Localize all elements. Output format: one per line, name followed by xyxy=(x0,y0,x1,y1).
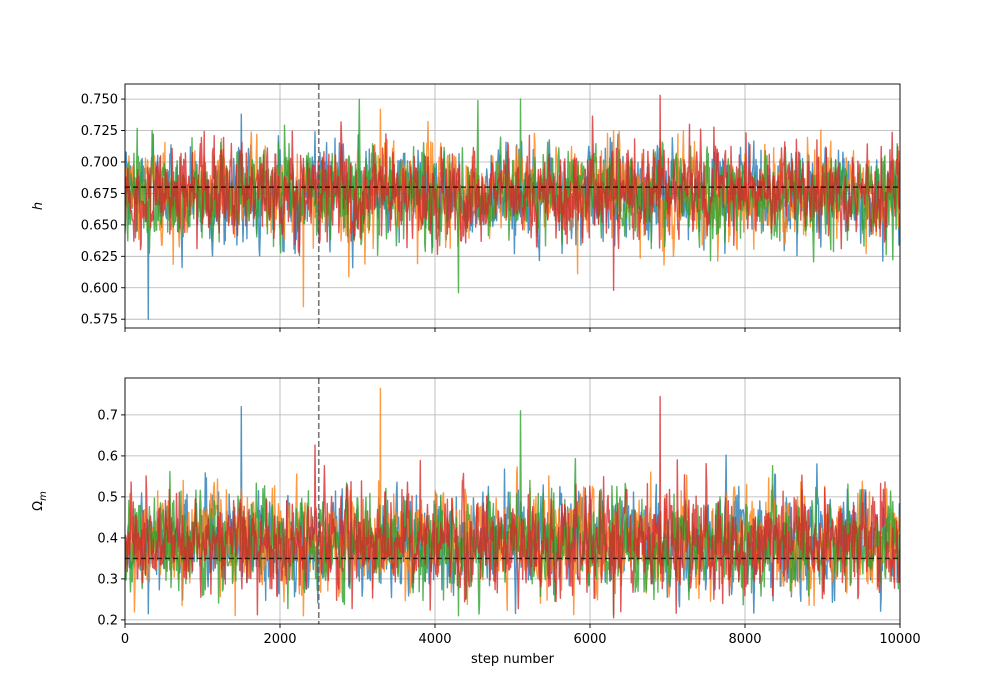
y-tick-label: 0.750 xyxy=(81,93,118,108)
y-tick-label: 0.5 xyxy=(97,490,118,505)
y-tick-label: 0.3 xyxy=(97,572,118,587)
x-tick-label: 2000 xyxy=(263,632,296,647)
y-tick-label: 0.6 xyxy=(97,449,118,464)
y-tick-label: 0.675 xyxy=(81,187,118,202)
x-tick-label: 8000 xyxy=(728,632,761,647)
panel-omega-m-trace: 0 2000 4000 6000 8000 10000 0.2 0.3 0.4 0.5 0.6 0.7… xyxy=(31,377,921,667)
y-tick-label: 0.650 xyxy=(81,218,118,233)
x-tick-label: 6000 xyxy=(573,632,606,647)
chain-traces xyxy=(125,387,900,619)
chain-4-trace xyxy=(125,94,900,291)
y-tick-label: 0.625 xyxy=(81,250,118,265)
y-tick-label: 0.575 xyxy=(81,313,118,328)
y-tick-label: 0.700 xyxy=(81,155,118,170)
y-tick-label: 0.2 xyxy=(97,613,118,628)
y-axis-label-subscript: m xyxy=(38,491,49,501)
panel-h-trace: 0.575 0.600 0.625 0.650 0.675 0.700 0.725 0.750… xyxy=(31,83,901,332)
x-tick-label: 0 xyxy=(121,632,129,647)
x-axis-label: step number xyxy=(471,652,555,667)
x-tick-label: 10000 xyxy=(879,632,920,647)
y-tick-label: 0.600 xyxy=(81,281,118,296)
y-axis-label: h xyxy=(31,202,46,210)
chain-4-trace xyxy=(125,395,900,619)
y-tick-label: 0.4 xyxy=(97,531,118,546)
axes-frame xyxy=(124,377,901,625)
x-tick-label: 4000 xyxy=(418,632,451,647)
axes-frame xyxy=(124,83,901,329)
y-tick-label: 0.725 xyxy=(81,124,118,139)
y-tick-label: 0.7 xyxy=(97,408,118,423)
